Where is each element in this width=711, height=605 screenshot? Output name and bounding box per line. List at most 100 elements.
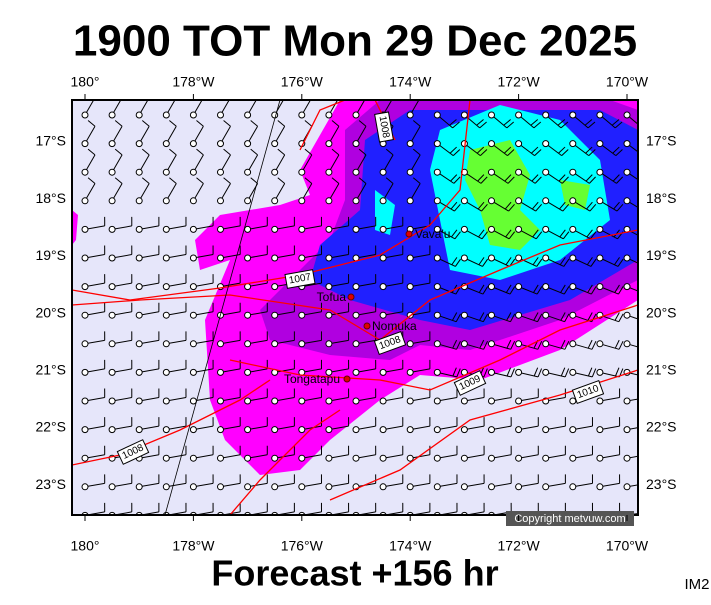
barb-station <box>82 427 88 433</box>
barb-station <box>516 455 522 461</box>
barb-station <box>353 427 359 433</box>
barb-station <box>163 455 169 461</box>
place-label: Tongatapu <box>284 372 340 386</box>
barb-station <box>434 484 440 490</box>
barb-station <box>597 226 603 232</box>
lon-label: 176°W <box>281 74 324 90</box>
barb-station <box>353 284 359 290</box>
barb-station <box>190 312 196 318</box>
barb-station <box>407 369 413 375</box>
barb-station <box>407 484 413 490</box>
barb-station <box>272 455 278 461</box>
barb-station <box>434 141 440 147</box>
barb-station <box>624 398 630 404</box>
image-code: IM2 <box>684 576 709 593</box>
barb-station <box>299 312 305 318</box>
barb-station <box>245 312 251 318</box>
barb-station <box>461 427 467 433</box>
barb-feather <box>642 340 646 348</box>
barb-station <box>570 427 576 433</box>
barb-station <box>353 226 359 232</box>
barb-station <box>218 169 224 175</box>
barb-station <box>570 369 576 375</box>
barb-station <box>516 169 522 175</box>
barb-station <box>597 141 603 147</box>
barb-station <box>218 484 224 490</box>
barb-station <box>109 398 115 404</box>
barb-feather <box>646 286 651 294</box>
lon-label: 180° <box>71 74 100 90</box>
lon-label: 174°W <box>389 74 432 90</box>
barb-station <box>516 369 522 375</box>
barb-station <box>136 398 142 404</box>
barb-station <box>380 369 386 375</box>
lat-label: 18°S <box>646 190 677 206</box>
barb-station <box>624 427 630 433</box>
barb-station <box>299 255 305 261</box>
place-dot <box>406 231 412 237</box>
barb-station <box>82 141 88 147</box>
barb-station <box>570 455 576 461</box>
barb-station <box>624 169 630 175</box>
barb-station <box>326 312 332 318</box>
barb-station <box>82 369 88 375</box>
barb-feather <box>646 341 650 349</box>
barb-station <box>163 112 169 118</box>
barb-station <box>516 484 522 490</box>
barb-station <box>489 141 495 147</box>
barb-station <box>543 427 549 433</box>
barb-station <box>516 284 522 290</box>
barb-station <box>109 484 115 490</box>
barb-station <box>624 312 630 318</box>
barb-station <box>245 369 251 375</box>
barb-station <box>326 398 332 404</box>
barb-station <box>163 341 169 347</box>
barb-station <box>597 169 603 175</box>
barb-station <box>489 455 495 461</box>
barb-feather <box>196 92 203 98</box>
barb-station <box>543 312 549 318</box>
barb-station <box>380 427 386 433</box>
barb-feather <box>88 92 95 98</box>
barb-station <box>326 341 332 347</box>
barb-station <box>516 255 522 261</box>
barb-station <box>407 112 413 118</box>
barb-station <box>218 398 224 404</box>
barb-station <box>82 112 88 118</box>
barb-station <box>136 427 142 433</box>
barb-station <box>272 255 278 261</box>
barb-station <box>434 369 440 375</box>
place-label: Nomuka <box>372 319 417 333</box>
lat-label: 18°S <box>35 190 66 206</box>
barb-station <box>190 198 196 204</box>
barb-station <box>272 226 278 232</box>
barb-station <box>597 427 603 433</box>
lat-label: 22°S <box>35 419 66 435</box>
place-dot <box>344 376 350 382</box>
barb-station <box>353 198 359 204</box>
barb-station <box>353 141 359 147</box>
barb-station <box>543 484 549 490</box>
barb-station <box>624 455 630 461</box>
barb-station <box>299 198 305 204</box>
barb-station <box>570 398 576 404</box>
barb-station <box>136 284 142 290</box>
barb-station <box>272 141 278 147</box>
barb-station <box>218 341 224 347</box>
barb-feather <box>413 92 420 98</box>
barb-station <box>489 169 495 175</box>
lat-label: 19°S <box>35 247 66 263</box>
barb-feather <box>644 177 650 183</box>
barb-station <box>82 455 88 461</box>
barb-station <box>299 112 305 118</box>
forecast-label: Forecast +156 hr <box>211 553 498 594</box>
barb-station <box>489 255 495 261</box>
barb-station <box>597 198 603 204</box>
barb-station <box>380 284 386 290</box>
barb-station <box>136 169 142 175</box>
barb-station <box>407 169 413 175</box>
barb-feather <box>386 92 393 98</box>
barb-station <box>109 112 115 118</box>
barb-station <box>272 312 278 318</box>
